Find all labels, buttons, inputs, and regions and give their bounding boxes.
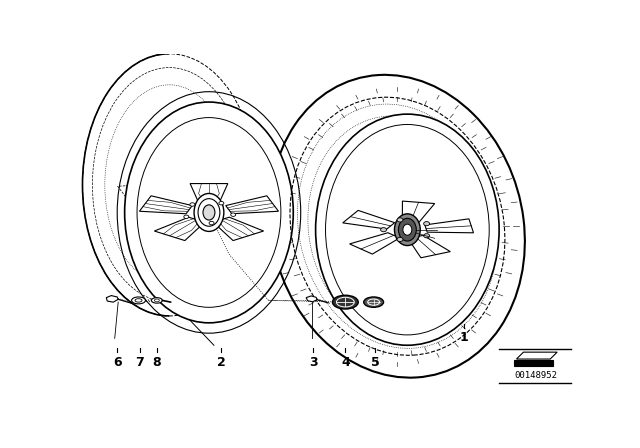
Text: 7: 7 xyxy=(135,356,144,369)
Circle shape xyxy=(219,202,224,205)
Circle shape xyxy=(397,218,403,222)
Ellipse shape xyxy=(364,297,383,307)
Text: 8: 8 xyxy=(152,356,161,369)
Ellipse shape xyxy=(125,102,293,323)
Text: 4: 4 xyxy=(341,356,349,369)
Polygon shape xyxy=(343,211,395,229)
Circle shape xyxy=(190,203,195,206)
Ellipse shape xyxy=(316,114,499,345)
Ellipse shape xyxy=(132,297,145,304)
Polygon shape xyxy=(349,233,399,254)
Ellipse shape xyxy=(203,205,215,220)
Polygon shape xyxy=(106,296,118,302)
Ellipse shape xyxy=(403,224,412,235)
Polygon shape xyxy=(190,184,228,203)
Polygon shape xyxy=(515,360,553,366)
Circle shape xyxy=(424,234,429,238)
Polygon shape xyxy=(306,296,317,302)
Polygon shape xyxy=(140,196,192,214)
Polygon shape xyxy=(408,235,451,258)
Circle shape xyxy=(381,228,387,232)
Circle shape xyxy=(231,213,236,216)
Text: 2: 2 xyxy=(217,356,226,369)
Text: 1: 1 xyxy=(460,332,468,345)
Text: 6: 6 xyxy=(113,356,122,369)
Circle shape xyxy=(209,221,214,225)
Polygon shape xyxy=(516,352,557,359)
Ellipse shape xyxy=(399,218,416,241)
Circle shape xyxy=(397,237,403,241)
Text: 00148952: 00148952 xyxy=(515,371,558,380)
Circle shape xyxy=(184,215,189,219)
Polygon shape xyxy=(425,219,474,233)
Ellipse shape xyxy=(270,75,525,378)
Text: 3: 3 xyxy=(309,356,317,369)
Polygon shape xyxy=(403,201,435,222)
Ellipse shape xyxy=(198,198,220,226)
Polygon shape xyxy=(213,217,264,241)
Ellipse shape xyxy=(152,297,163,303)
Ellipse shape xyxy=(332,295,358,309)
Ellipse shape xyxy=(194,194,224,232)
Polygon shape xyxy=(226,196,278,214)
Ellipse shape xyxy=(394,214,420,246)
Circle shape xyxy=(424,222,429,226)
Polygon shape xyxy=(154,217,205,241)
Text: 5: 5 xyxy=(371,356,380,369)
